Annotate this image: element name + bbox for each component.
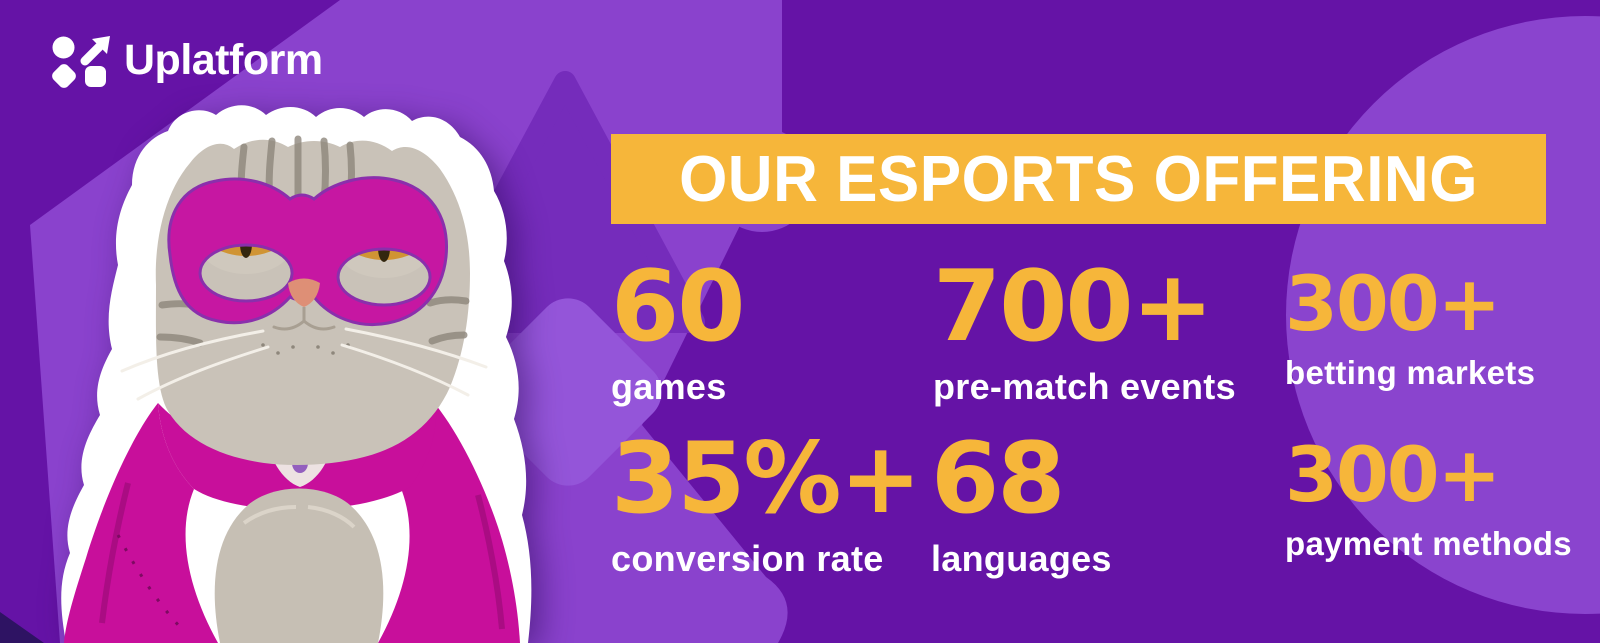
title-banner: OUR ESPORTS OFFERING [611,134,1546,224]
cat-chest [214,488,384,643]
cat-nose [288,278,320,307]
cat-whisker-dots [261,343,350,355]
stat-value: 60 [611,250,745,364]
stat-label: languages [931,538,1112,579]
stat-label: conversion rate [611,538,884,579]
stat-conversion-rate: 35%+ conversion rate [611,422,922,580]
stat-label: payment methods [1285,525,1572,562]
stat-label: betting markets [1285,354,1536,391]
background-diamond [474,298,662,486]
logo-diamond-icon [52,64,76,88]
stat-value: 300+ [1285,259,1501,348]
stat-prematch-events: 700+ pre-match events [933,258,1236,408]
logo-arrow-icon [80,36,110,66]
cat-whiskers [120,327,488,401]
brand-logo[interactable]: Uplatform [52,36,323,90]
stat-value: 35%+ [611,422,922,536]
logo-circle-icon [52,36,75,59]
cat-illustration [61,105,532,643]
stat-value: 700+ [933,250,1214,364]
stat-value: 300+ [1285,430,1501,519]
cat-cape-shoulders [158,403,437,510]
stat-payment-methods: 300+ payment methods [1285,437,1572,563]
cat-mouth [272,319,336,331]
stat-languages: 68 languages [931,430,1112,580]
stat-value: 68 [931,422,1065,536]
background-corner-wedge [0,612,44,643]
stat-label: pre-match events [933,366,1236,407]
stat-label: games [611,366,727,407]
brand-name: Uplatform [124,35,323,84]
stat-betting-markets: 300+ betting markets [1285,266,1535,392]
brand-logo-icon [52,36,110,88]
cat-cape-right [378,405,520,643]
logo-square-icon [85,66,106,87]
stat-games: 60 games [611,250,745,408]
cat-cape-left [64,403,218,643]
cat-chest-fluff [242,505,356,529]
cat-cape-fold [475,494,505,630]
cat-mask [167,176,449,327]
cat-cape-fold [99,482,131,624]
page-title: OUR ESPORTS OFFERING [679,143,1478,215]
